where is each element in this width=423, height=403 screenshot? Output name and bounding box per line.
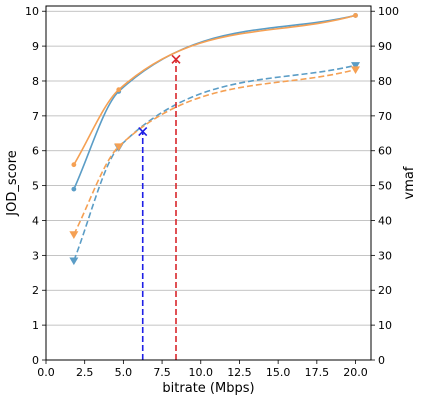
y-axis-left: 0 1 2 3 4 5 6 7 8 9 10 [25,5,46,367]
x-tick-label: 0.0 [37,366,55,379]
y-left-tick-label: 3 [32,249,39,262]
y-left-tick-label: 0 [32,354,39,367]
grid [46,10,371,361]
y-right-tick-label: 90 [378,40,392,53]
y-right-tick-label: 60 [378,145,392,158]
data-point [71,186,77,192]
series-line [73,14,356,166]
x-tick-label: 17.5 [305,366,330,379]
series-line [73,14,356,190]
x-tick-label: 10.0 [189,366,214,379]
data-point [116,87,122,93]
y-right-tick-label: 30 [378,249,392,262]
series-layer [69,13,361,266]
y-right-tick-label: 80 [378,75,392,88]
y-axis-right: 0 10 20 30 40 50 60 70 80 90 100 [371,5,399,367]
y-left-tick-label: 7 [32,110,39,123]
x-axis: 0.0 2.5 5.0 7.5 10.0 12.5 15.0 17.5 20.0 [37,360,368,379]
data-point [69,231,79,239]
y-right-tick-label: 10 [378,319,392,332]
series-line [73,68,356,235]
y-left-tick-label: 1 [32,319,39,332]
y-left-tick-label: 6 [32,145,39,158]
y-left-tick-label: 8 [32,75,39,88]
y-right-tick-label: 40 [378,214,392,227]
y-left-tick-label: 4 [32,214,39,227]
data-point [71,162,77,168]
x-tick-label: 5.0 [115,366,133,379]
x-axis-label: bitrate (Mbps) [162,381,254,396]
y-left-tick-label: 2 [32,284,39,297]
data-point [353,13,358,18]
y-right-tick-label: 0 [378,354,385,367]
x-tick-label: 2.5 [76,366,94,379]
x-marker [171,54,181,64]
y-left-tick-label: 5 [32,180,39,193]
y-left-tick-label: 10 [25,5,39,18]
data-point [351,66,361,74]
y-left-tick-label: 9 [32,40,39,53]
y-axis-right-label: vmaf [402,166,417,199]
y-right-tick-label: 100 [378,5,399,18]
data-point [69,257,79,266]
data-point [351,62,361,70]
x-tick-label: 7.5 [153,366,171,379]
y-right-tick-label: 70 [378,110,392,123]
y-right-tick-label: 20 [378,284,392,297]
x-tick-label: 12.5 [227,366,252,379]
marker-layer [138,54,181,360]
plot-frame [45,5,372,361]
series-line [73,64,356,261]
x-tick-label: 15.0 [266,366,291,379]
y-right-tick-label: 50 [378,180,392,193]
x-tick-label: 20.0 [343,366,368,379]
x-marker [138,126,148,137]
y-axis-left-label: JOD_score [5,150,20,217]
data-point [114,143,124,152]
